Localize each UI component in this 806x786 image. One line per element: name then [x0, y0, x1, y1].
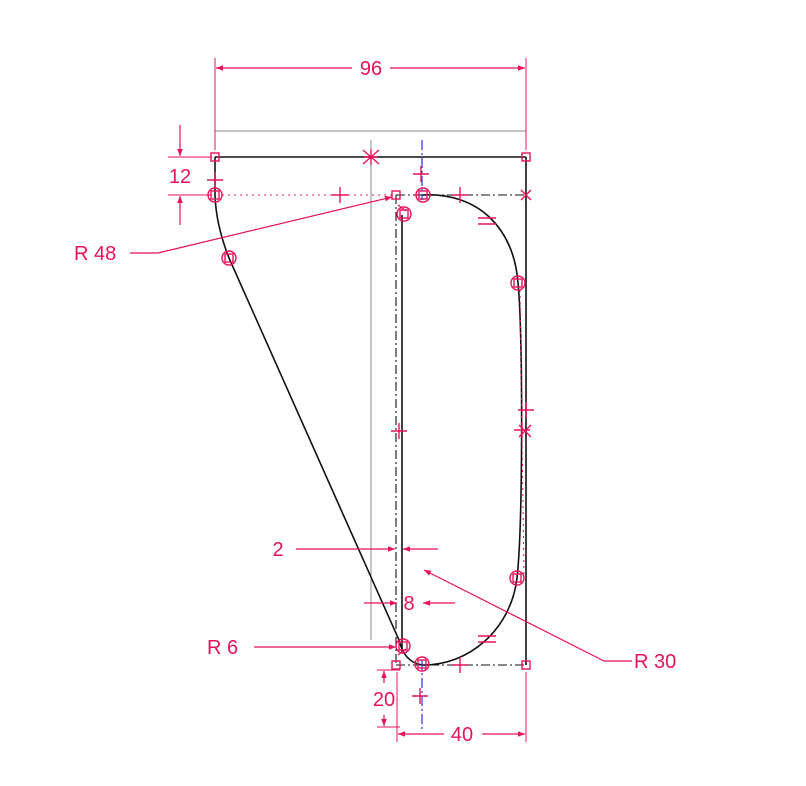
dim-top-offset-label: 12: [169, 166, 191, 188]
tangent-marker: [510, 275, 526, 291]
endpoint-marker: [391, 190, 401, 200]
plus-marker: [207, 172, 223, 188]
equal-marker: [478, 635, 496, 643]
tangent-marker: [221, 250, 237, 266]
radius-small-fillet-label: R 6: [207, 637, 238, 659]
plus-marker: [452, 187, 468, 203]
bottom-left-fillet: [398, 639, 423, 666]
plus-marker: [332, 187, 348, 203]
leader-r48: [157, 195, 393, 254]
fillet-hook: [397, 204, 407, 656]
plus-marker: [391, 423, 407, 439]
construction-lines: [215, 130, 526, 640]
dotted-helpers: [222, 194, 525, 576]
leader-lines: [130, 195, 632, 662]
endpoint-marker: [391, 660, 401, 670]
left-slanted-edge: [228, 257, 400, 641]
plus-marker: [412, 688, 428, 704]
plus-marker: [518, 402, 534, 418]
tangent-marker: [396, 206, 412, 222]
dim-bottom-offset-label: 20: [373, 689, 395, 711]
x-marker: [520, 189, 532, 201]
left-profile-arc: [214, 194, 230, 259]
plus-marker: [452, 657, 468, 673]
extension-lines: [168, 58, 527, 742]
tangent-marker: [414, 656, 430, 672]
constraint-markers: [207, 149, 534, 704]
tangent-marker: [395, 638, 411, 654]
dim-overall-width-label: 96: [360, 58, 382, 80]
dimension-labels: 96 12 R 48 2 8 R 6 R 30 20 40: [74, 58, 676, 746]
dimension-lines: [177, 65, 525, 737]
radius-left-arc-label: R 48: [74, 243, 116, 265]
endpoint-marker: [210, 152, 220, 162]
leader-r30: [423, 569, 605, 662]
dim-slot-gap-label: 2: [272, 539, 283, 561]
dim-slot-inset-label: 8: [403, 593, 414, 615]
construction-rectangle: [395, 194, 526, 666]
equal-marker: [478, 217, 496, 225]
endpoint-marker: [521, 660, 531, 670]
tangent-marker: [415, 187, 431, 203]
plus-marker: [413, 166, 429, 182]
endpoint-marker: [521, 152, 531, 162]
x-marker: [518, 424, 532, 438]
dim-slot-width-label: 40: [451, 724, 473, 746]
plus-marker: [514, 422, 530, 438]
midpoint-marker: [362, 149, 380, 165]
tangent-marker: [509, 570, 525, 586]
radius-large-fillet-label: R 30: [634, 651, 676, 673]
